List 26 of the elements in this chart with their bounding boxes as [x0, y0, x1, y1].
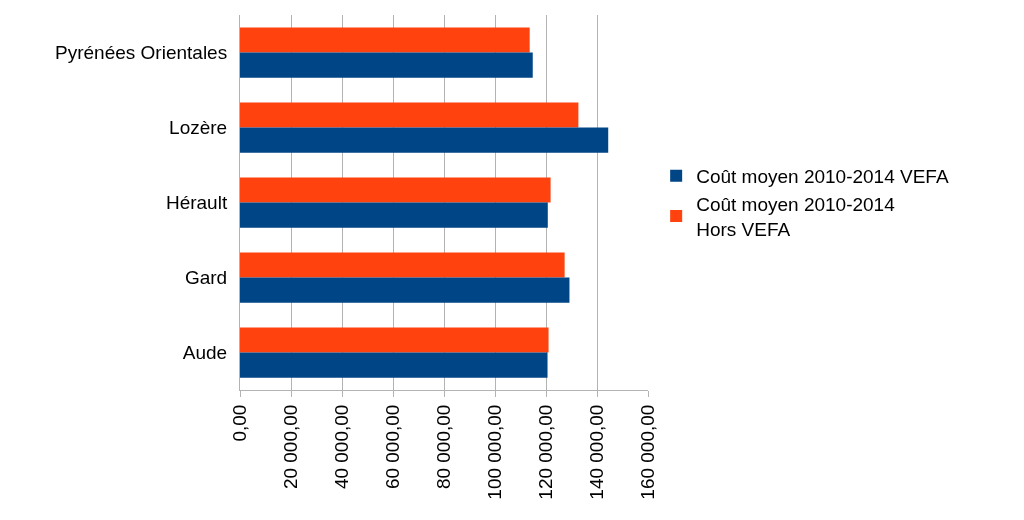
y-tick-label: Hérault: [165, 192, 228, 214]
x-tick-label: 140 000,00: [586, 404, 608, 500]
x-tick-label: 120 000,00: [535, 404, 557, 500]
bar: [240, 177, 551, 203]
y-tick-label: Pyrénées Orientales: [55, 42, 228, 64]
bar: [240, 252, 565, 278]
legend-label: Coût moyen 2010-2014 VEFA: [696, 166, 949, 188]
bar: [240, 27, 530, 53]
x-tick-label: 0,00: [229, 404, 251, 442]
x-tick-label: 20 000,00: [280, 404, 302, 490]
bar: [240, 52, 533, 78]
bar: [240, 102, 579, 128]
bar: [240, 277, 570, 303]
legend-label: Coût moyen 2010-2014 Hors VEFA: [696, 193, 896, 240]
x-tick-label: 100 000,00: [484, 404, 506, 500]
x-tick-label: 60 000,00: [382, 404, 404, 490]
x-tick-label: 160 000,00: [637, 404, 659, 500]
y-tick-label: Aude: [182, 342, 228, 364]
x-tick-label: 80 000,00: [433, 404, 455, 490]
y-tick-label: Gard: [184, 267, 228, 289]
y-tick-label: Lozère: [169, 117, 228, 139]
x-tick-label: 40 000,00: [331, 404, 353, 490]
bar: [240, 127, 609, 153]
bar: [240, 202, 548, 228]
bar: [240, 327, 549, 353]
bar: [240, 352, 548, 378]
